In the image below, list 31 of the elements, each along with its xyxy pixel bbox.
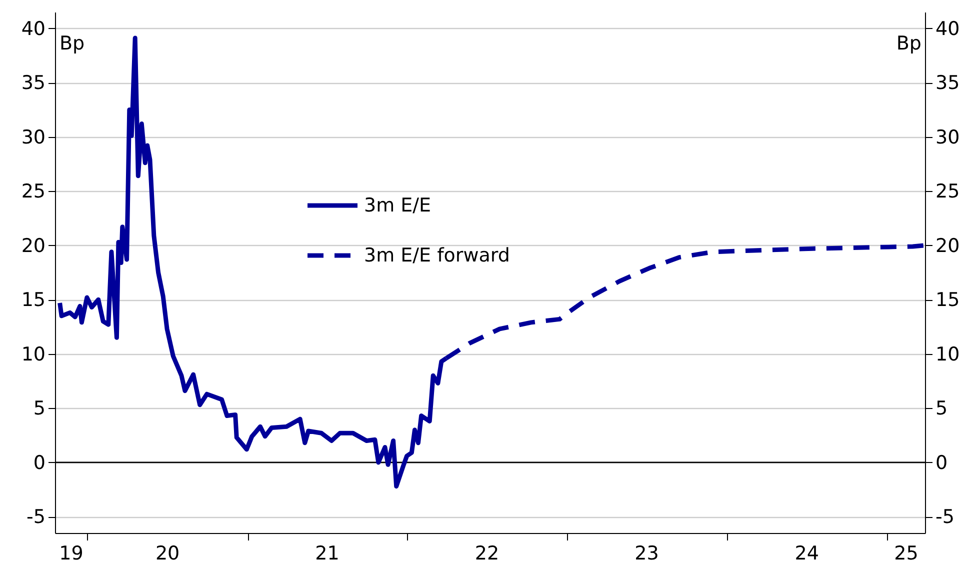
legend-label: 3m E/E forward <box>364 244 510 266</box>
x-tick-label: 25 <box>894 542 918 564</box>
y-tick-label: 10 <box>21 343 46 366</box>
y-tick-label: 5 <box>33 398 46 420</box>
y-tick-label: 40 <box>21 18 46 40</box>
y2-tick-label: 35 <box>936 72 960 94</box>
y2-axis-title: Bp <box>896 32 922 54</box>
y-tick-label: 0 <box>33 452 46 474</box>
y-tick-label: 30 <box>21 126 46 148</box>
y2-tick-label: 25 <box>936 180 960 203</box>
y-tick-label: 35 <box>21 72 46 94</box>
y-tick-label: 20 <box>21 234 46 257</box>
y2-tick-label: 30 <box>936 126 960 148</box>
x-tick-label: 20 <box>155 542 180 564</box>
x-tick-label: 24 <box>794 542 819 564</box>
y2-tick-label: 20 <box>936 234 960 257</box>
y-tick-label: 25 <box>21 180 46 203</box>
y2-tick-label: -5 <box>936 506 954 528</box>
y-tick-label: 15 <box>21 289 46 312</box>
x-tick-label: 23 <box>634 542 659 564</box>
y2-tick-label: 10 <box>936 343 960 366</box>
x-tick-label: 19 <box>59 542 84 564</box>
y-axis-title: Bp <box>60 32 85 54</box>
y2-tick-label: 5 <box>936 398 948 420</box>
y2-tick-label: 15 <box>936 289 960 312</box>
x-tick-label: 21 <box>315 542 340 564</box>
x-tick-label: 22 <box>474 542 500 564</box>
y-tick-label: -5 <box>26 506 46 528</box>
y2-tick-label: 40 <box>936 18 960 40</box>
y2-tick-label: 0 <box>936 452 948 474</box>
legend-label: 3m E/E <box>364 194 432 216</box>
